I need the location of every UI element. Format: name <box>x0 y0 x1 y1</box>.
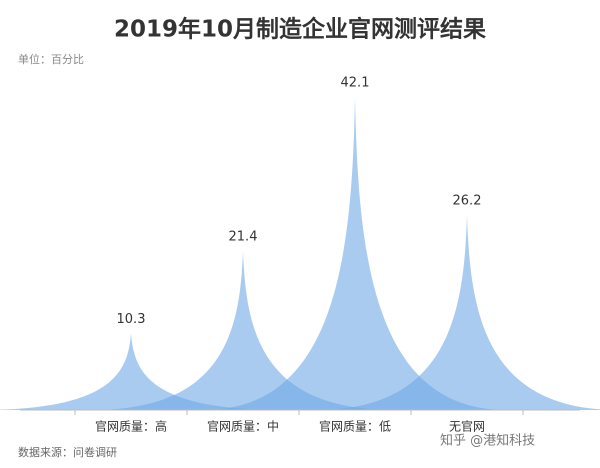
x-tick-label: 官网质量：高 <box>95 419 167 434</box>
watermark: 知乎 @港知科技 <box>440 433 535 449</box>
source-note: 数据来源：问卷调研 <box>18 445 117 459</box>
value-label: 21.4 <box>229 229 258 244</box>
peak <box>315 215 600 410</box>
value-label: 42.1 <box>341 76 370 91</box>
peak <box>203 97 507 410</box>
value-label: 26.2 <box>453 194 482 209</box>
x-tick-label: 官网质量：低 <box>319 419 391 434</box>
x-tick-label: 无官网 <box>449 419 485 434</box>
peak <box>91 250 395 410</box>
x-tick-label: 官网质量：中 <box>207 419 279 434</box>
value-label: 10.3 <box>117 312 146 327</box>
peak <box>0 333 283 410</box>
unit-note: 单位：百分比 <box>18 52 84 66</box>
chart-title: 2019年10月制造企业官网测评结果 <box>114 16 486 43</box>
